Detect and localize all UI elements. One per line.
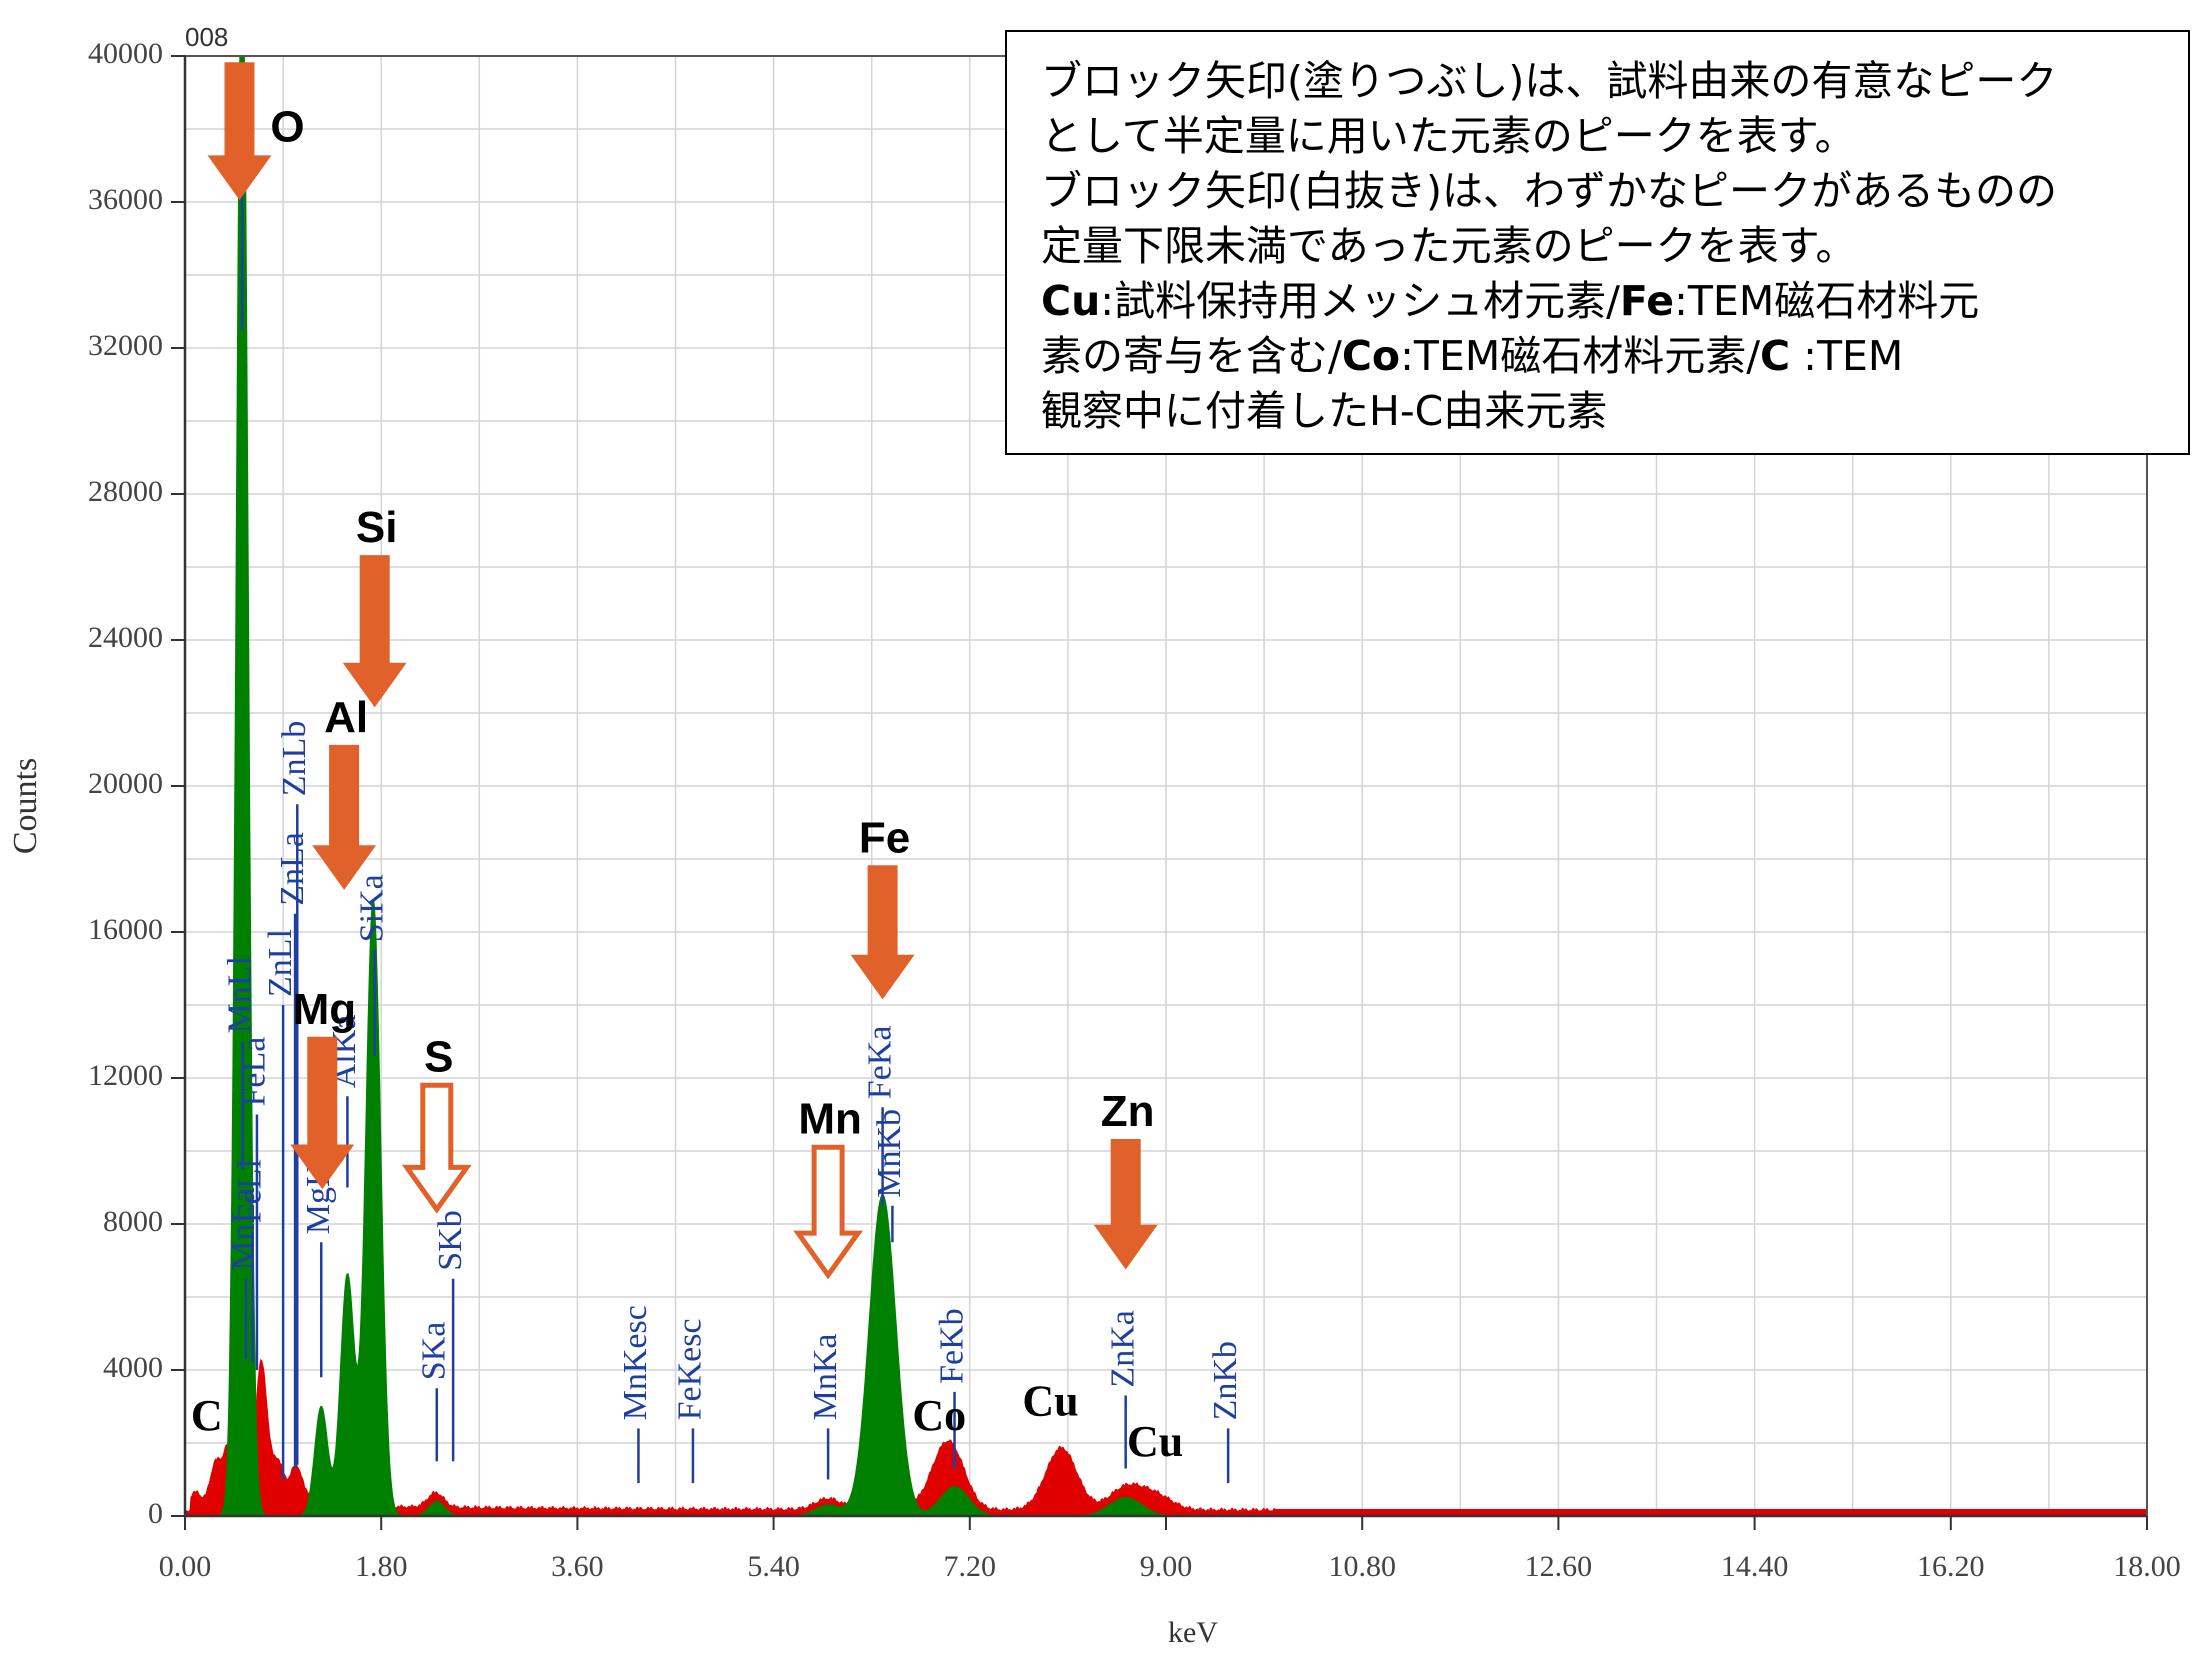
x-tick-label: 10.80 [1328, 1550, 1396, 1583]
chart-annotations: C Co Cu Cu [191, 1377, 1183, 1466]
y-tick-label: 0 [148, 1497, 163, 1530]
note-text: :TEM磁石材料元 [1674, 277, 1980, 325]
element-arrows: O Si Al Mg S Mn Fe Zn [207, 62, 1158, 1280]
line-marker-label: FeKa [861, 1026, 898, 1100]
element-arrow-label: O [270, 102, 304, 151]
element-arrow-s [401, 1082, 472, 1214]
element-arrow-zn [1093, 1139, 1158, 1270]
x-tick-label: 16.20 [1917, 1550, 1985, 1583]
y-tick-label: 36000 [88, 183, 163, 216]
y-tick-label: 4000 [103, 1351, 163, 1384]
note-text: 素の寄与を含む/ [1041, 332, 1342, 380]
y-tick-label: 8000 [103, 1205, 163, 1238]
line-marker-label: FeKb [933, 1308, 970, 1384]
element-arrow-label: Mg [293, 985, 357, 1034]
note-keyword: Cu [1041, 277, 1101, 325]
line-marker-label: MnLl [222, 956, 259, 1033]
peak-annotation: Cu [1127, 1417, 1183, 1466]
line-marker-label: MnKesc [617, 1305, 654, 1420]
element-arrow-al [312, 744, 377, 890]
note-text: ブロック矢印(塗りつぶし)は、試料由来の有意なピーク [1041, 57, 2058, 105]
spectrum-series [184, 55, 2147, 1517]
note-text: ブロック矢印(白抜き)は、わずかなピークがあるものの [1041, 167, 2057, 215]
line-marker-label: MnKa [807, 1334, 844, 1421]
x-tick-label: 0.00 [159, 1550, 212, 1583]
element-arrow-label: Al [324, 693, 368, 742]
y-tick-label: 28000 [88, 475, 163, 508]
x-tick-label: 1.80 [355, 1550, 408, 1583]
x-tick-label: 3.60 [551, 1550, 604, 1583]
peak-annotation: Co [912, 1391, 966, 1440]
line-marker-label: SiKa [353, 874, 390, 942]
element-arrow-label: Fe [859, 813, 910, 862]
element-arrow-si [342, 555, 407, 708]
note-text: として半定量に用いた元素のピークを表す。 [1041, 112, 1856, 160]
x-tick-label: 5.40 [747, 1550, 800, 1583]
legend-note-box: ブロック矢印(塗りつぶし)は、試料由来の有意なピーク として半定量に用いた元素のピ… [1005, 30, 2190, 455]
line-marker-label: FeLa [236, 1037, 273, 1107]
peak-annotation: C [191, 1391, 223, 1440]
note-line: ブロック矢印(白抜き)は、わずかなピークがあるものの [1041, 164, 2158, 219]
element-arrow-label: Zn [1101, 1087, 1155, 1136]
line-marker-label: FeKesc [672, 1318, 709, 1420]
line-marker-label: ZnKa [1104, 1310, 1141, 1387]
x-tick-label: 18.00 [2113, 1550, 2181, 1583]
note-text: 観察中に付着したH-C由来元素 [1041, 387, 1608, 435]
line-marker-label: SKa [416, 1322, 453, 1381]
element-arrow-label: Si [356, 503, 398, 552]
y-tick-label: 32000 [88, 329, 163, 362]
element-arrow-label: S [424, 1032, 453, 1081]
element-arrow-label: Mn [798, 1094, 862, 1143]
peak-annotation: Cu [1022, 1377, 1078, 1426]
note-line: Cu:試料保持用メッシュ材元素/Fe:TEM磁石材料元 [1041, 274, 2158, 329]
note-text: :TEM [1790, 332, 1904, 380]
chart-axes: 0.00 1.80 3.60 5.40 7.20 9.00 10.80 12.60 14.40 1… [88, 37, 2181, 1583]
note-line: 定量下限未満であった元素のピークを表す。 [1041, 219, 2158, 274]
line-marker-label: SKb [432, 1210, 469, 1270]
note-line: として半定量に用いた元素のピークを表す。 [1041, 109, 2158, 164]
x-tick-label: 7.20 [944, 1550, 997, 1583]
x-tick-label: 9.00 [1140, 1550, 1193, 1583]
element-arrow-fe [850, 865, 915, 1000]
line-markers: OKaMnLaFeLlFeLaMnLlZnLlZnLaZnLbMgKaAlKaS… [221, 112, 1244, 1484]
y-tick-label: 20000 [88, 767, 163, 800]
line-marker-label: ZnLb [276, 721, 313, 797]
x-tick-label: 14.40 [1721, 1550, 1789, 1583]
top-left-label: 008 [185, 22, 228, 52]
note-line: ブロック矢印(塗りつぶし)は、試料由来の有意なピーク [1041, 54, 2158, 109]
y-tick-label: 40000 [88, 37, 163, 70]
element-arrow-o [207, 62, 272, 201]
line-marker-label: FeLl [231, 1159, 268, 1223]
note-text: :試料保持用メッシュ材元素/ [1100, 277, 1620, 325]
line-marker-label: ZnLa [274, 832, 311, 906]
y-tick-label: 12000 [88, 1059, 163, 1092]
line-marker-label: MnLa [225, 1188, 262, 1271]
line-marker-label: MnKb [871, 1109, 908, 1198]
note-text: :TEM磁石材料元素/ [1400, 332, 1761, 380]
y-tick-label: 16000 [88, 913, 163, 946]
y-tick-label: 24000 [88, 621, 163, 654]
x-axis-title: keV [1168, 1616, 1218, 1648]
element-arrow-mn [793, 1144, 863, 1280]
note-line: 観察中に付着したH-C由来元素 [1041, 384, 2158, 439]
note-keyword: Co [1341, 332, 1401, 380]
note-text: 定量下限未満であった元素のピークを表す。 [1041, 222, 1857, 270]
y-axis-title: Counts [7, 758, 44, 854]
line-marker-label: ZnKb [1207, 1341, 1244, 1420]
note-keyword: C [1760, 332, 1791, 380]
note-line: 素の寄与を含む/Co:TEM磁石材料元素/C :TEM [1041, 329, 2158, 384]
x-tick-label: 12.60 [1525, 1550, 1593, 1583]
element-arrow-mg [290, 1036, 355, 1190]
line-marker-label: ZnLl [262, 929, 299, 997]
note-keyword: Fe [1619, 277, 1675, 325]
